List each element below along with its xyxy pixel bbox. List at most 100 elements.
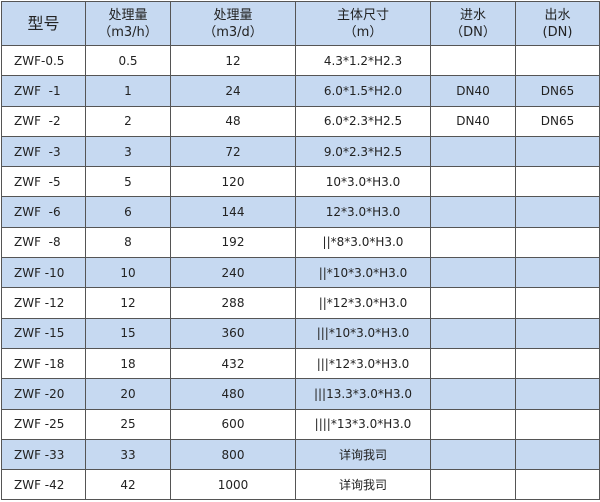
header-unit: （DN）	[450, 24, 496, 40]
table-cell: 25	[85, 408, 171, 440]
table-cell: 24	[170, 75, 296, 107]
table-cell	[430, 469, 516, 501]
column-header: 处理量 （m3/d）	[170, 1, 296, 46]
table-row: ZWF -2 2 48 6.0*2.3*H2.5 DN40 DN65	[1, 105, 600, 137]
header-label: 主体尺寸	[336, 7, 389, 23]
table-cell	[430, 287, 516, 319]
header-unit: （m）	[343, 24, 383, 40]
table-cell: 0.5	[85, 44, 171, 77]
table-cell: ZWF-0.5	[1, 44, 86, 77]
table-cell	[515, 135, 600, 168]
table-cell	[430, 438, 516, 471]
table-cell: 6.0*2.3*H2.5	[295, 105, 431, 137]
column-header: 出水 (DN)	[515, 1, 600, 46]
table-row: ZWF -42 42 1000 详询我司	[1, 469, 600, 501]
table-row: ZWF -20 20 480 |||13.3*3.0*H3.0	[1, 378, 600, 410]
table-cell: ZWF -1	[1, 75, 86, 107]
table-cell: 120	[170, 166, 296, 198]
table-cell: ZWF -6	[1, 196, 86, 228]
table-cell: ZWF -25	[1, 408, 86, 440]
table-cell: |||*12*3.0*H3.0	[295, 347, 431, 380]
table-row: ZWF -33 33 800 详询我司	[1, 438, 600, 471]
header-unit: （m3/h）	[98, 24, 158, 40]
table-cell: 480	[170, 378, 296, 410]
table-cell: ZWF -12	[1, 287, 86, 319]
table-cell: 33	[85, 438, 171, 471]
table-cell: 15	[85, 317, 171, 349]
table-cell: 144	[170, 196, 296, 228]
table-cell: 12	[85, 287, 171, 319]
table-cell: 1000	[170, 469, 296, 501]
table-cell: DN65	[515, 105, 600, 137]
table-cell: ||*8*3.0*H3.0	[295, 226, 431, 259]
column-header: 主体尺寸 （m）	[295, 1, 431, 46]
header-label: 处理量	[108, 7, 148, 23]
table-cell	[515, 317, 600, 349]
table-cell	[430, 44, 516, 77]
table-cell: ||*12*3.0*H3.0	[295, 287, 431, 319]
table-cell: 8	[85, 226, 171, 259]
table-cell	[430, 196, 516, 228]
table-cell: DN65	[515, 75, 600, 107]
table-cell: 详询我司	[295, 438, 431, 471]
table-cell: 10*3.0*H3.0	[295, 166, 431, 198]
table-cell	[430, 317, 516, 349]
column-header: 处理量 （m3/h）	[85, 1, 171, 46]
table-cell: 2	[85, 105, 171, 137]
table-cell: ZWF -18	[1, 347, 86, 380]
table-cell: |||*10*3.0*H3.0	[295, 317, 431, 349]
table-cell	[430, 166, 516, 198]
table-cell: 5	[85, 166, 171, 198]
table-cell: DN40	[430, 75, 516, 107]
table-row: ZWF -3 3 72 9.0*2.3*H2.5	[1, 135, 600, 168]
table-cell: ZWF -5	[1, 166, 86, 198]
table-cell	[515, 44, 600, 77]
table-cell: 192	[170, 226, 296, 259]
table-cell: 48	[170, 105, 296, 137]
table-cell: ZWF -20	[1, 378, 86, 410]
table-row: ZWF -5 5 120 10*3.0*H3.0	[1, 166, 600, 198]
table-row: ZWF -6 6 144 12*3.0*H3.0	[1, 196, 600, 228]
table-cell: 1	[85, 75, 171, 107]
table-cell	[430, 135, 516, 168]
header-row: 型号 处理量 （m3/h） 处理量 （m3/d） 主体尺寸 （m） 进水 （DN） 出水 (DN)	[1, 1, 600, 46]
table-cell: 288	[170, 287, 296, 319]
table-cell	[515, 347, 600, 380]
table-cell: 432	[170, 347, 296, 380]
table-cell: 10	[85, 257, 171, 289]
table-cell: 240	[170, 257, 296, 289]
table-cell: ||||*13*3.0*H3.0	[295, 408, 431, 440]
table-cell: ||*10*3.0*H3.0	[295, 257, 431, 289]
table-cell: 6.0*1.5*H2.0	[295, 75, 431, 107]
table-cell: 600	[170, 408, 296, 440]
table-cell: 12	[170, 44, 296, 77]
table-cell: ZWF -2	[1, 105, 86, 137]
table-cell	[515, 408, 600, 440]
table-cell	[515, 196, 600, 228]
table-row: ZWF -15 15 360 |||*10*3.0*H3.0	[1, 317, 600, 349]
table-cell: 9.0*2.3*H2.5	[295, 135, 431, 168]
column-header: 进水 （DN）	[430, 1, 516, 46]
table-cell: ZWF -10	[1, 257, 86, 289]
table-cell: DN40	[430, 105, 516, 137]
table-cell	[430, 347, 516, 380]
table-cell: ZWF -3	[1, 135, 86, 168]
table-row: ZWF -10 10 240 ||*10*3.0*H3.0	[1, 257, 600, 289]
table-cell	[515, 226, 600, 259]
table-row: ZWF -1 1 24 6.0*1.5*H2.0 DN40 DN65	[1, 75, 600, 107]
header-label: 型号	[27, 14, 60, 33]
table-cell: 3	[85, 135, 171, 168]
table-cell	[515, 287, 600, 319]
table-cell: ZWF -33	[1, 438, 86, 471]
table-cell: ZWF -42	[1, 469, 86, 501]
table-cell	[430, 378, 516, 410]
table-cell	[515, 438, 600, 471]
table-cell: 4.3*1.2*H2.3	[295, 44, 431, 77]
header-unit: (DN)	[542, 24, 573, 40]
table-cell: 800	[170, 438, 296, 471]
table-cell	[515, 469, 600, 501]
table-row: ZWF -25 25 600 ||||*13*3.0*H3.0	[1, 408, 600, 440]
table-cell: 6	[85, 196, 171, 228]
table-cell	[515, 166, 600, 198]
